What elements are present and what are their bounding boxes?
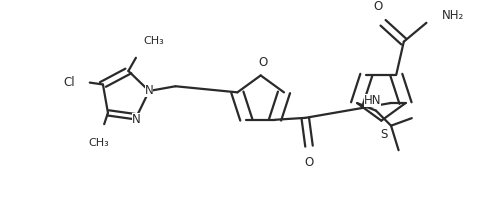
Text: CH₃: CH₃ <box>143 36 164 46</box>
Text: Cl: Cl <box>63 76 74 89</box>
Text: N: N <box>132 113 141 126</box>
Text: HN: HN <box>363 94 380 107</box>
Text: N: N <box>144 85 153 98</box>
Text: CH₃: CH₃ <box>88 138 108 148</box>
Text: O: O <box>257 56 266 69</box>
Text: NH₂: NH₂ <box>441 9 463 22</box>
Text: O: O <box>373 0 382 13</box>
Text: O: O <box>304 156 313 169</box>
Text: S: S <box>380 128 387 141</box>
